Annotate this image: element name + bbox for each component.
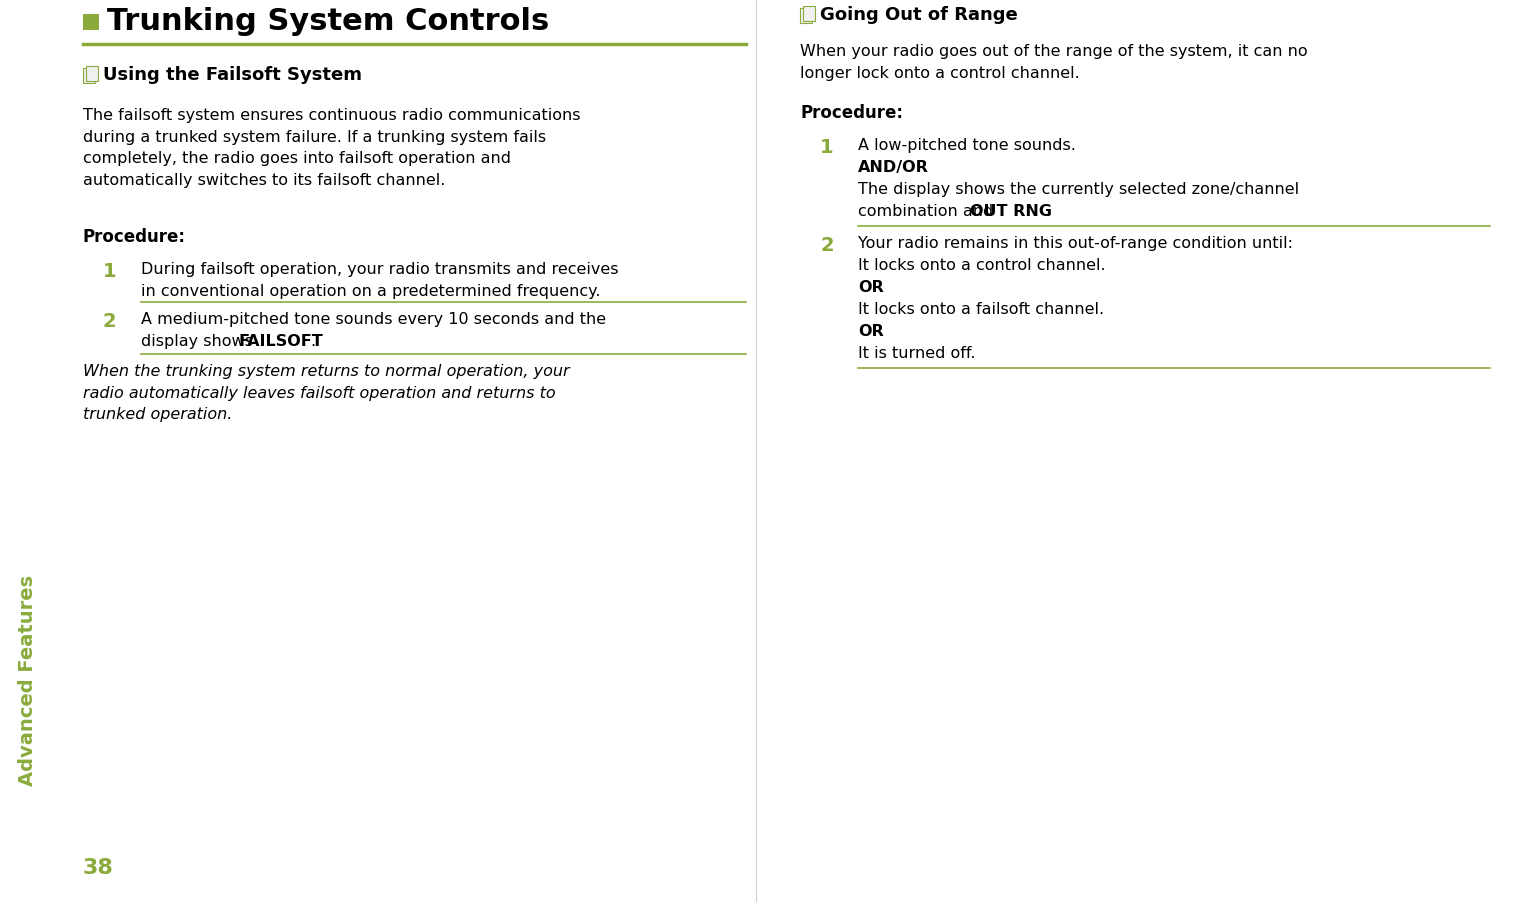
FancyBboxPatch shape <box>800 8 812 23</box>
Text: A low-pitched tone sounds.: A low-pitched tone sounds. <box>858 138 1076 153</box>
Text: It locks onto a control channel.: It locks onto a control channel. <box>858 258 1106 273</box>
Text: Trunking System Controls: Trunking System Controls <box>107 7 549 36</box>
Text: When your radio goes out of the range of the system, it can no
longer lock onto : When your radio goes out of the range of… <box>800 44 1307 80</box>
Text: Your radio remains in this out-of-range condition until:: Your radio remains in this out-of-range … <box>858 236 1294 251</box>
Text: Procedure:: Procedure: <box>83 228 186 246</box>
Text: The failsoft system ensures continuous radio communications
during a trunked sys: The failsoft system ensures continuous r… <box>83 108 581 188</box>
Text: 2: 2 <box>820 236 834 255</box>
Text: A medium-pitched tone sounds every 10 seconds and the: A medium-pitched tone sounds every 10 se… <box>141 312 607 327</box>
Text: It is turned off.: It is turned off. <box>858 346 976 361</box>
Text: During failsoft operation, your radio transmits and receives
in conventional ope: During failsoft operation, your radio tr… <box>141 262 619 299</box>
Text: combination and: combination and <box>858 204 999 219</box>
FancyBboxPatch shape <box>86 66 98 81</box>
Text: 38: 38 <box>83 858 113 878</box>
Text: Procedure:: Procedure: <box>800 104 903 122</box>
Text: .: . <box>310 334 315 349</box>
Text: display shows: display shows <box>141 334 259 349</box>
Text: Advanced Features: Advanced Features <box>18 575 38 786</box>
Text: 1: 1 <box>103 262 117 281</box>
Text: .: . <box>1045 204 1050 219</box>
Text: 1: 1 <box>820 138 834 157</box>
FancyBboxPatch shape <box>83 68 95 83</box>
Text: FAILSOFT: FAILSOFT <box>238 334 322 349</box>
Text: Going Out of Range: Going Out of Range <box>820 6 1018 24</box>
Text: Using the Failsoft System: Using the Failsoft System <box>103 66 362 84</box>
Text: It locks onto a failsoft channel.: It locks onto a failsoft channel. <box>858 302 1104 317</box>
Text: OR: OR <box>858 324 884 339</box>
Text: AND/OR: AND/OR <box>858 160 929 175</box>
Text: When the trunking system returns to normal operation, your
radio automatically l: When the trunking system returns to norm… <box>83 364 569 422</box>
Text: OUT RNG: OUT RNG <box>970 204 1052 219</box>
FancyBboxPatch shape <box>803 6 816 21</box>
Bar <box>83 14 98 30</box>
Text: OR: OR <box>858 280 884 295</box>
Text: The display shows the currently selected zone/channel: The display shows the currently selected… <box>858 182 1300 197</box>
Text: 2: 2 <box>103 312 117 331</box>
